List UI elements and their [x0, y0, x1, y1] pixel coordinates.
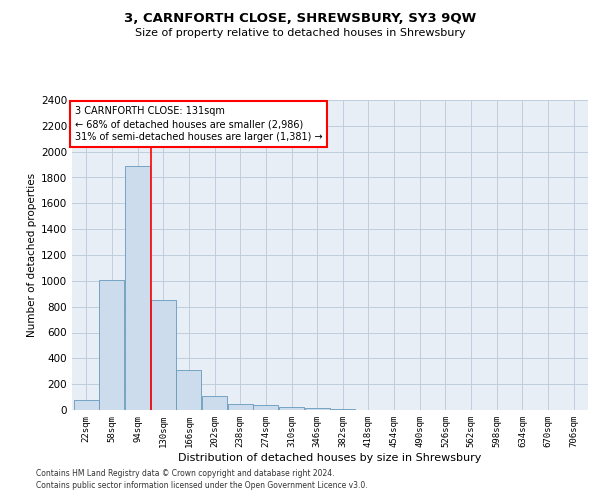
Y-axis label: Number of detached properties: Number of detached properties	[27, 173, 37, 337]
Bar	[253, 405, 278, 410]
Bar	[74, 400, 99, 410]
X-axis label: Distribution of detached houses by size in Shrewsbury: Distribution of detached houses by size …	[178, 452, 482, 462]
Bar	[228, 404, 253, 410]
Bar	[202, 396, 227, 410]
Bar	[176, 370, 202, 410]
Text: Contains HM Land Registry data © Crown copyright and database right 2024.: Contains HM Land Registry data © Crown c…	[36, 468, 335, 477]
Bar	[151, 300, 176, 410]
Bar	[125, 166, 150, 410]
Text: 3, CARNFORTH CLOSE, SHREWSBURY, SY3 9QW: 3, CARNFORTH CLOSE, SHREWSBURY, SY3 9QW	[124, 12, 476, 26]
Text: Size of property relative to detached houses in Shrewsbury: Size of property relative to detached ho…	[134, 28, 466, 38]
Bar	[279, 407, 304, 410]
Bar	[100, 280, 124, 410]
Bar	[305, 408, 329, 410]
Text: 3 CARNFORTH CLOSE: 131sqm
← 68% of detached houses are smaller (2,986)
31% of se: 3 CARNFORTH CLOSE: 131sqm ← 68% of detac…	[75, 106, 322, 142]
Text: Contains public sector information licensed under the Open Government Licence v3: Contains public sector information licen…	[36, 481, 368, 490]
